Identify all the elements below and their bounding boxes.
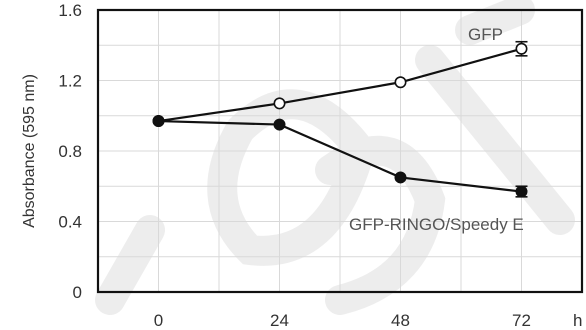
- x-tick-label: 24: [270, 311, 289, 330]
- series-layer: [152, 40, 528, 198]
- y-tick-labels: 0 0.4 0.8 1.2 1.6: [58, 1, 82, 302]
- x-tick-label: 72: [512, 311, 531, 330]
- y-tick-label: 1.6: [58, 1, 82, 20]
- y-tick-label: 0.8: [58, 142, 82, 161]
- series-line: [158, 47, 522, 123]
- series-line: [158, 119, 522, 193]
- y-axis-label: Absorbance (595 nm): [21, 74, 38, 228]
- data-point: [515, 185, 528, 198]
- data-point: [273, 118, 286, 131]
- series-label-gfp: GFP: [468, 25, 503, 44]
- y-tick-label: 0.4: [58, 213, 82, 232]
- data-point: [515, 42, 528, 55]
- y-tick-label: 0: [73, 283, 82, 302]
- x-tick-labels: 0 24 48 72: [154, 311, 531, 330]
- watermark: [95, 0, 575, 315]
- data-point: [152, 115, 165, 128]
- data-point: [273, 97, 286, 110]
- data-point: [394, 171, 407, 184]
- plot-frame: [96, 8, 584, 294]
- x-tick-label: 48: [391, 311, 410, 330]
- x-tick-label: 0: [154, 311, 163, 330]
- data-point: [394, 76, 407, 89]
- y-tick-label: 1.2: [58, 72, 82, 91]
- series-1: [152, 115, 528, 198]
- series-label-gfp-ringo: GFP-RINGO/Speedy E: [349, 215, 524, 234]
- x-unit-label: h: [573, 311, 582, 330]
